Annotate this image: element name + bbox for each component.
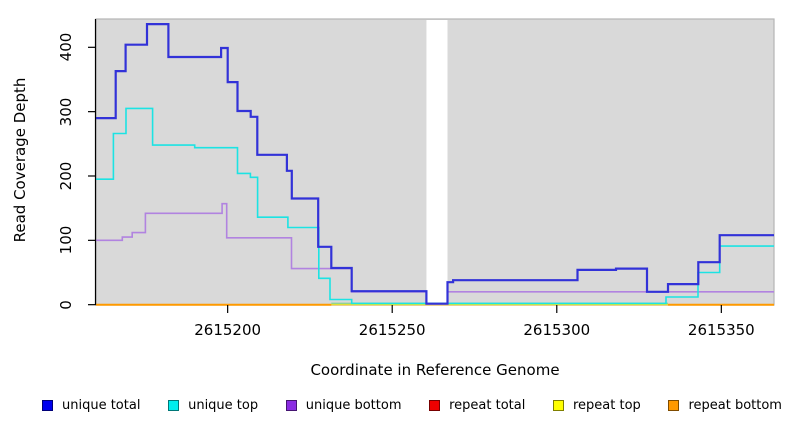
y-tick-label: 400 bbox=[57, 32, 75, 62]
x-tick-label: 2615200 bbox=[194, 321, 262, 339]
legend-swatch-icon bbox=[429, 400, 441, 411]
y-tick-label: 300 bbox=[57, 97, 75, 126]
legend-item-repeat-bottom: repeat bottom bbox=[668, 399, 782, 412]
series-line-unique-total bbox=[96, 23, 774, 305]
legend-label: repeat top bbox=[573, 398, 641, 413]
legend-label: unique top bbox=[188, 398, 259, 413]
legend-swatch-icon bbox=[553, 400, 564, 411]
x-axis-title: Coordinate in Reference Genome bbox=[310, 361, 560, 379]
legend-item-unique-top: unique top bbox=[168, 399, 258, 412]
series-line-unique-top bbox=[96, 107, 774, 305]
no-data-gap-band bbox=[426, 20, 448, 305]
legend-label: unique bottom bbox=[305, 398, 402, 413]
x-tick-label: 2615350 bbox=[687, 321, 755, 339]
x-tick-label: 2615300 bbox=[523, 321, 591, 339]
legend-item-unique-total: unique total bbox=[42, 399, 140, 412]
y-tick-label: 200 bbox=[57, 161, 75, 191]
legend-swatch-icon bbox=[668, 400, 680, 411]
legend-swatch-icon bbox=[168, 400, 180, 411]
x-tick-label: 2615250 bbox=[358, 321, 426, 339]
legend-label: unique total bbox=[62, 398, 141, 413]
legend-swatch-icon bbox=[42, 400, 53, 411]
y-axis-title: Read Coverage Depth bbox=[11, 77, 29, 243]
legend-label: repeat total bbox=[449, 398, 526, 413]
y-tick-label: 100 bbox=[57, 226, 75, 255]
legend-item-repeat-total: repeat total bbox=[429, 399, 525, 412]
legend-label: repeat bottom bbox=[688, 398, 782, 413]
chart-legend: unique total unique top unique bottom repea… bbox=[42, 399, 782, 412]
y-tick-label: 0 bbox=[57, 299, 75, 310]
legend-item-unique-bottom: unique bottom bbox=[285, 398, 402, 413]
legend-swatch-icon bbox=[285, 400, 297, 411]
legend-item-repeat-top: repeat top bbox=[553, 399, 641, 412]
